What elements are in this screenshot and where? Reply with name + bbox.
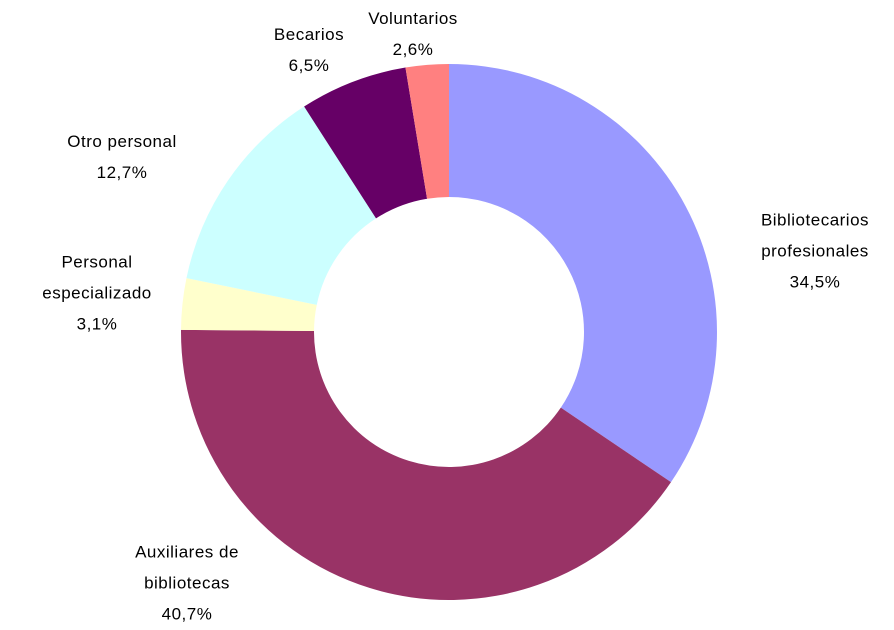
donut-slice <box>181 278 317 331</box>
donut-slice <box>180 329 671 600</box>
slice-label: Otro personal 12,7% <box>42 126 202 188</box>
slice-label: Bibliotecarios profesionales 34,5% <box>730 205 894 298</box>
category-label: Voluntarios <box>368 9 458 28</box>
slice-label: Auxiliares de bibliotecas 40,7% <box>117 537 257 630</box>
value-label: 34,5% <box>789 272 841 292</box>
value-label: 12,7% <box>96 163 148 182</box>
value-label: 40,7% <box>161 604 213 624</box>
value-label: 3,1% <box>76 314 118 334</box>
donut-slice <box>304 67 428 219</box>
slice-label: Voluntarios 2,6% <box>353 3 473 65</box>
category-label: Becarios <box>273 25 345 44</box>
value-label: 6,5% <box>288 56 330 75</box>
donut-slice <box>405 64 449 199</box>
slice-label: Becarios 6,5% <box>249 19 369 81</box>
category-label: Otro personal <box>67 132 177 151</box>
category-label: Personal especializado <box>42 252 152 303</box>
donut-slice <box>449 64 717 483</box>
category-label: Bibliotecarios profesionales <box>760 210 870 261</box>
value-label: 2,6% <box>392 40 434 59</box>
category-label: Auxiliares de bibliotecas <box>135 542 239 593</box>
donut-slice <box>186 106 377 305</box>
slice-label: Personal especializado 3,1% <box>27 247 167 340</box>
